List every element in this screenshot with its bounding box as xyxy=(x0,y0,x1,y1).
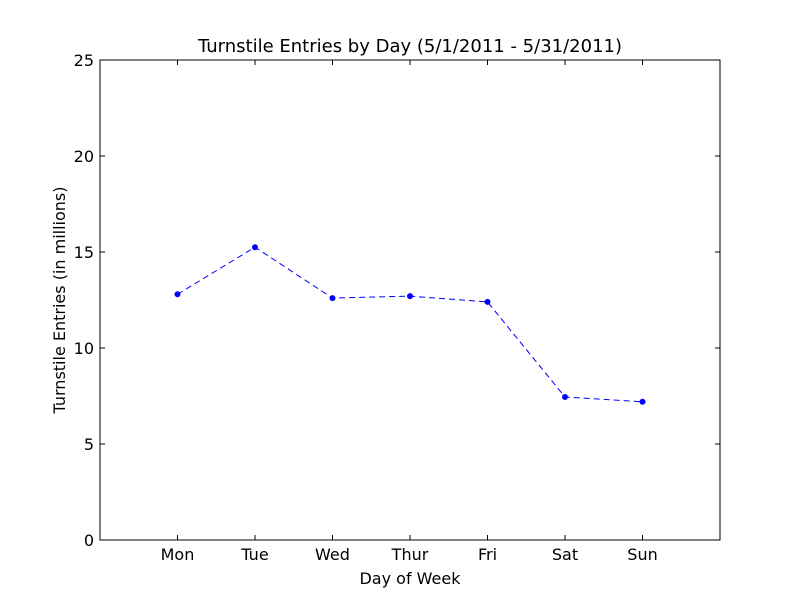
data-series xyxy=(174,244,646,405)
y-tick-label: 5 xyxy=(84,435,94,454)
x-tick-label: Tue xyxy=(240,545,268,564)
data-point xyxy=(562,393,568,400)
y-tick-label: 25 xyxy=(74,51,94,70)
data-point xyxy=(329,295,336,302)
y-tick-label: 20 xyxy=(74,147,94,166)
x-tick-label: Mon xyxy=(161,545,195,564)
y-tick-label: 10 xyxy=(74,339,94,358)
x-tick-label: Wed xyxy=(315,545,350,564)
data-point xyxy=(407,293,413,300)
data-point xyxy=(174,291,181,298)
x-axis: Mon Tue Wed Thur Fri Sat Sun xyxy=(161,60,658,564)
y-axis-label: Turnstile Entries (in millions) xyxy=(50,187,69,415)
chart-title: Turnstile Entries by Day (5/1/2011 - 5/3… xyxy=(197,36,622,57)
y-tick-label: 15 xyxy=(74,243,94,262)
y-tick-label: 0 xyxy=(84,531,94,550)
data-point xyxy=(252,244,258,251)
data-point xyxy=(484,298,491,305)
plot-area xyxy=(99,59,721,541)
y-axis: 0 5 10 15 20 25 xyxy=(74,51,720,550)
x-tick-label: Fri xyxy=(478,545,497,564)
x-axis-label: Day of Week xyxy=(359,569,461,588)
data-point xyxy=(639,398,646,405)
x-tick-label: Sat xyxy=(552,545,578,564)
x-tick-label: Thur xyxy=(391,545,429,564)
x-tick-label: Sun xyxy=(627,545,657,564)
